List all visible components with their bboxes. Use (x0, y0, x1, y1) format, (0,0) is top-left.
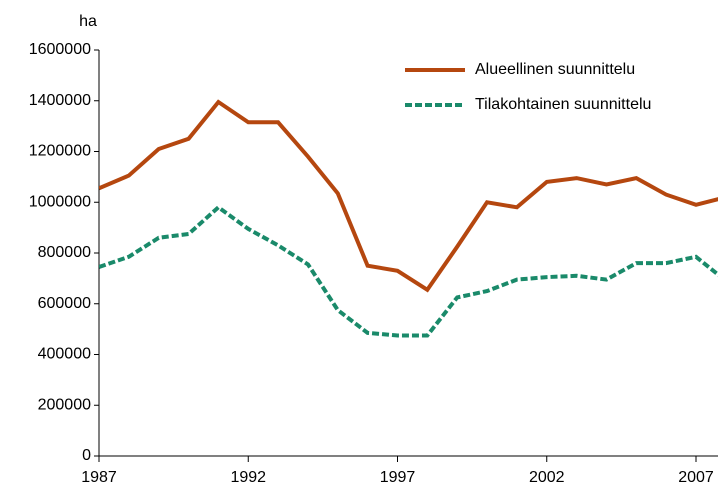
y-tick-label: 1600000 (29, 41, 91, 58)
y-tick-label: 0 (82, 447, 91, 464)
y-tick-label: 800000 (38, 244, 91, 261)
x-tick-label: 2007 (678, 469, 714, 486)
legend-label: Tilakohtainen suunnittelu (475, 96, 651, 113)
series-line (99, 99, 718, 293)
x-tick-label: 2002 (529, 469, 565, 486)
y-tick-label: 400000 (38, 346, 91, 363)
y-tick-label: 1000000 (29, 193, 91, 210)
y-tick-label: 1400000 (29, 92, 91, 109)
plot-area (99, 99, 718, 338)
y-tick-label: 600000 (38, 295, 91, 312)
legend-label: Alueellinen suunnittelu (475, 61, 635, 78)
x-tick-label: 1997 (380, 469, 416, 486)
x-tick-label: 1992 (230, 469, 266, 486)
y-axis-label: ha (79, 13, 97, 30)
y-tick-label: 1200000 (29, 143, 91, 160)
y-tick-label: 200000 (38, 396, 91, 413)
series-line (99, 204, 718, 338)
x-tick-label: 1987 (81, 469, 117, 486)
